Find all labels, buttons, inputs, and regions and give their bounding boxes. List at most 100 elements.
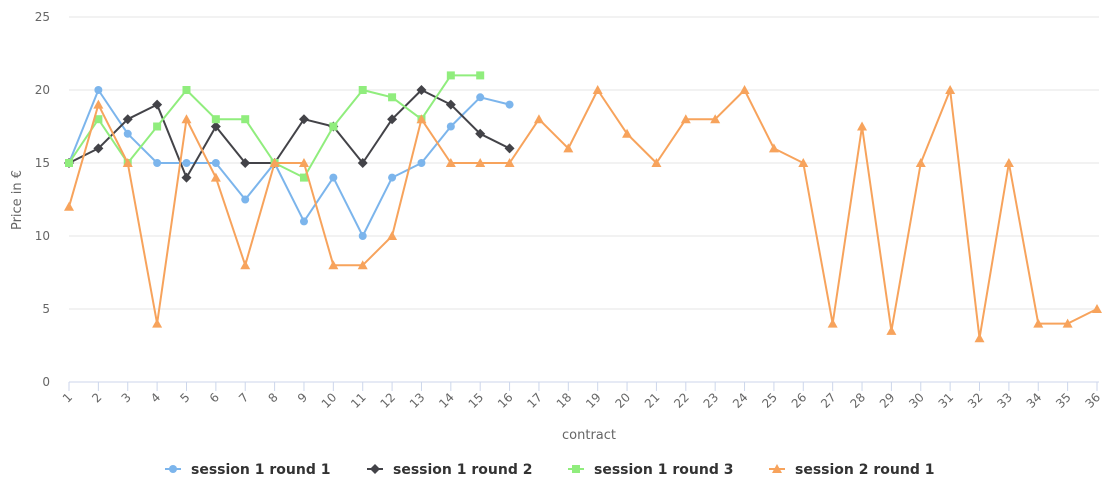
y-tick-label: 0 bbox=[42, 375, 50, 389]
data-point bbox=[241, 115, 250, 124]
data-point bbox=[358, 86, 367, 94]
data-point bbox=[710, 114, 721, 124]
x-tick-label: 8 bbox=[265, 390, 280, 405]
legend-item[interactable]: session 1 round 1 bbox=[165, 462, 330, 478]
data-point bbox=[886, 325, 897, 335]
x-tick-label: 13 bbox=[407, 390, 428, 411]
data-point bbox=[182, 159, 191, 167]
legend-marker-icon bbox=[370, 464, 380, 474]
legend-item[interactable]: session 1 round 3 bbox=[568, 462, 733, 478]
data-point bbox=[299, 217, 308, 226]
data-point bbox=[1092, 304, 1102, 313]
data-point bbox=[445, 99, 456, 110]
x-axis: 1 2 3 4 5 6 7 8 9 10 11 12 13 14 15 16 17 18 19 20 21 22 23 24 2… bbox=[60, 381, 1103, 411]
x-tick-label: 23 bbox=[701, 390, 722, 411]
data-point bbox=[680, 114, 691, 124]
series-line bbox=[68, 89, 510, 237]
data-point bbox=[65, 159, 73, 167]
data-point bbox=[563, 143, 574, 153]
series-group bbox=[64, 71, 1102, 343]
data-point bbox=[93, 99, 104, 109]
x-tick-label: 28 bbox=[847, 390, 868, 411]
data-point bbox=[915, 158, 926, 167]
data-point bbox=[592, 85, 603, 94]
data-point bbox=[622, 128, 633, 138]
data-point bbox=[504, 158, 515, 167]
data-point bbox=[417, 159, 426, 167]
y-tick-label: 20 bbox=[35, 83, 50, 97]
data-point bbox=[475, 158, 486, 167]
data-point bbox=[445, 158, 456, 167]
legend-item[interactable]: session 2 round 1 bbox=[769, 462, 934, 478]
series-line bbox=[68, 89, 511, 179]
legend-item[interactable]: session 1 round 2 bbox=[367, 462, 532, 478]
legend: session 1 round 1 session 1 round 2 sessio… bbox=[165, 462, 934, 478]
data-point bbox=[240, 260, 251, 270]
data-point bbox=[358, 232, 367, 240]
data-point bbox=[387, 114, 398, 125]
x-tick-label: 35 bbox=[1053, 390, 1074, 411]
x-tick-label: 14 bbox=[436, 390, 457, 411]
x-tick-label: 16 bbox=[495, 390, 516, 411]
data-point bbox=[945, 85, 956, 94]
data-point bbox=[328, 260, 339, 270]
x-tick-label: 27 bbox=[818, 390, 839, 411]
data-point bbox=[1062, 318, 1073, 328]
x-tick-label: 10 bbox=[319, 390, 340, 411]
x-tick-label: 11 bbox=[348, 390, 369, 411]
y-tick-label: 15 bbox=[35, 156, 50, 170]
x-tick-label: 36 bbox=[1082, 390, 1103, 411]
legend-marker-icon bbox=[169, 465, 177, 473]
data-point bbox=[152, 318, 163, 328]
y-tick-label: 10 bbox=[35, 229, 50, 243]
x-tick-label: 29 bbox=[877, 390, 898, 411]
data-point bbox=[123, 129, 132, 138]
data-point bbox=[768, 143, 779, 153]
x-tick-label: 25 bbox=[759, 390, 780, 411]
data-point bbox=[446, 71, 455, 80]
data-point bbox=[211, 115, 220, 124]
data-point bbox=[388, 173, 397, 182]
data-point bbox=[181, 114, 192, 124]
x-tick-label: 15 bbox=[466, 390, 487, 411]
x-tick-label: 6 bbox=[207, 390, 222, 405]
x-tick-label: 19 bbox=[583, 390, 604, 411]
x-tick-label: 4 bbox=[148, 390, 163, 405]
data-point bbox=[651, 158, 662, 167]
data-point bbox=[798, 158, 809, 167]
y-axis: 0 5 10 15 20 25 bbox=[35, 10, 50, 389]
x-tick-label: 31 bbox=[936, 390, 957, 411]
series-session-2-round-1 bbox=[64, 85, 1102, 343]
x-tick-label: 21 bbox=[642, 390, 663, 411]
data-point bbox=[387, 231, 398, 240]
y-tick-label: 25 bbox=[35, 10, 50, 24]
x-axis-title: contract bbox=[562, 428, 616, 443]
x-tick-label: 12 bbox=[378, 390, 399, 411]
data-point bbox=[446, 122, 455, 131]
data-point bbox=[181, 172, 192, 183]
data-point bbox=[182, 86, 191, 94]
grid-lines bbox=[69, 16, 1099, 310]
data-point bbox=[476, 71, 485, 80]
legend-marker-icon bbox=[572, 465, 580, 473]
data-point bbox=[93, 143, 104, 154]
data-point bbox=[505, 100, 514, 109]
data-point bbox=[476, 93, 485, 102]
x-tick-label: 30 bbox=[906, 390, 927, 411]
data-point bbox=[94, 86, 103, 94]
x-tick-label: 24 bbox=[730, 390, 751, 411]
legend-label: session 1 round 1 bbox=[191, 462, 330, 478]
data-point bbox=[122, 158, 133, 167]
data-point bbox=[299, 173, 308, 182]
data-point bbox=[739, 85, 750, 94]
data-point bbox=[475, 128, 486, 139]
data-point bbox=[329, 173, 338, 182]
data-point bbox=[533, 114, 544, 124]
y-tick-label: 5 bbox=[42, 302, 50, 316]
x-tick-label: 3 bbox=[119, 390, 134, 405]
data-point bbox=[298, 114, 309, 125]
legend-label: session 1 round 2 bbox=[393, 462, 532, 478]
legend-label: session 2 round 1 bbox=[795, 462, 934, 478]
data-point bbox=[152, 99, 163, 110]
data-point bbox=[94, 115, 103, 124]
